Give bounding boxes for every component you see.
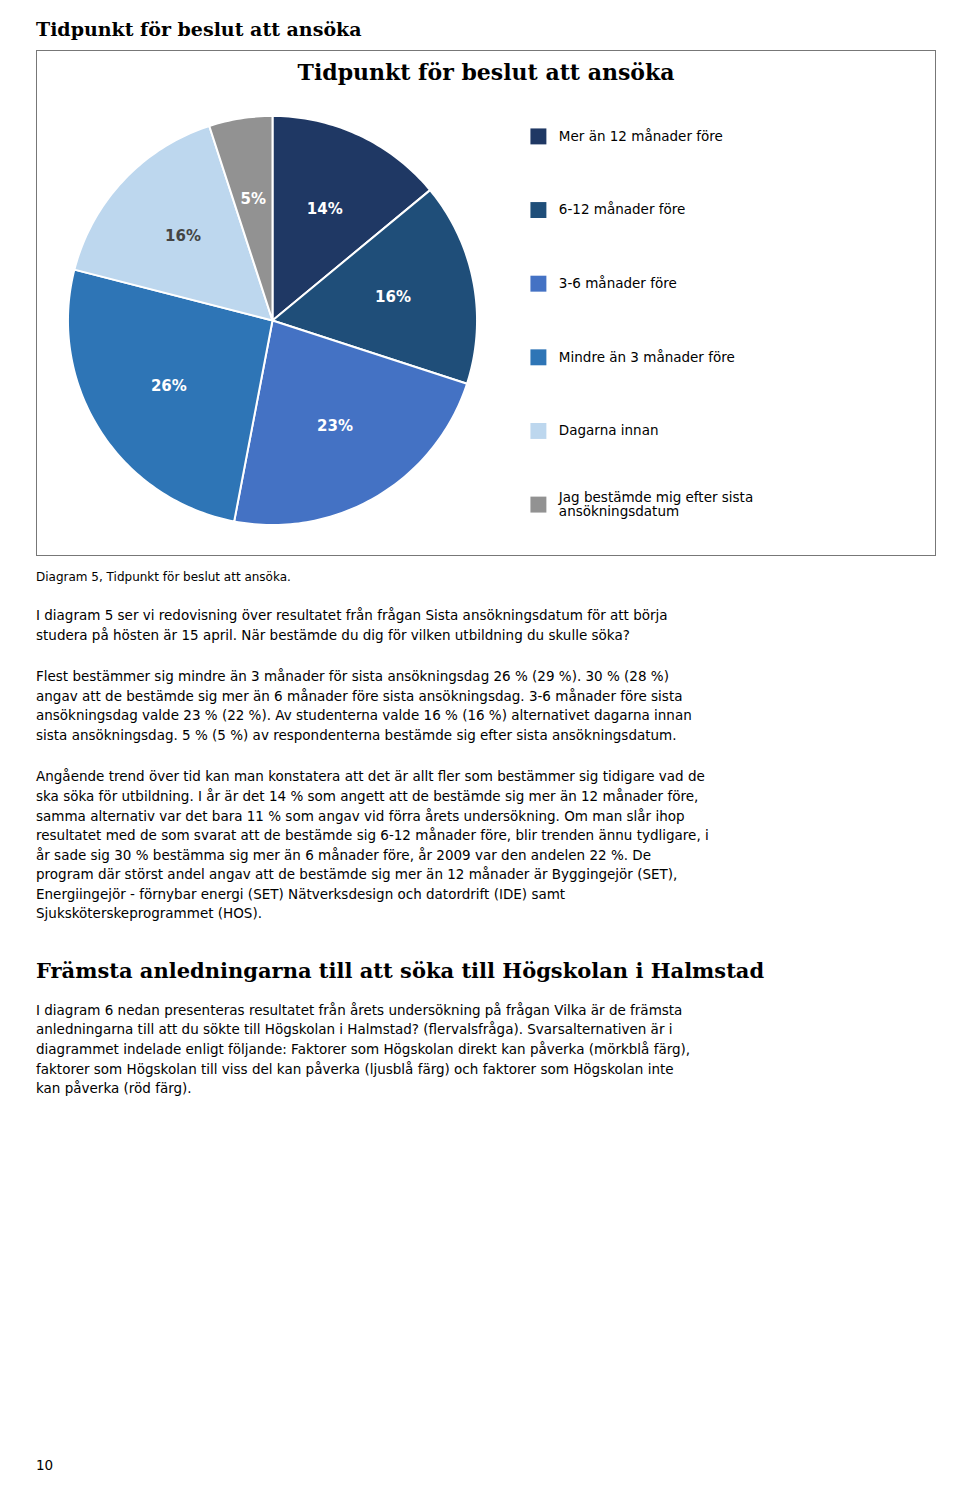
html-text:Tidpunkt för beslut att ansöka: Tidpunkt för beslut att ansöka xyxy=(36,18,362,40)
html-text:Tidpunkt för beslut att ansöka: Tidpunkt för beslut att ansöka xyxy=(297,59,675,85)
svg-text:6-12 månader före: 6-12 månader före xyxy=(559,201,685,217)
svg-text:Dagarna innan: Dagarna innan xyxy=(559,422,659,438)
html-text:I diagram 5 ser vi redovisning: I diagram 5 ser vi redovisning över resu… xyxy=(36,607,668,643)
html-text:Främsta anledningarna till att: Främsta anledningarna till att söka till… xyxy=(36,957,765,983)
svg-text:Jag bestämde mig efter sistaan: Jag bestämde mig efter sistaansökningsda… xyxy=(558,489,753,518)
svg-text:23%: 23% xyxy=(317,417,353,435)
svg-text:5%: 5% xyxy=(241,190,266,208)
html-text:10: 10 xyxy=(36,1457,54,1473)
svg-text:3-6 månader före: 3-6 månader före xyxy=(559,275,677,291)
svg-text:Mer än 12 månader före: Mer än 12 månader före xyxy=(559,128,723,144)
html-text:Angående trend över tid kan ma: Angående trend över tid kan man konstate… xyxy=(36,768,709,922)
svg-text:16%: 16% xyxy=(165,227,201,245)
html-text:Diagram 5, Tidpunkt för beslut: Diagram 5, Tidpunkt för beslut att ansök… xyxy=(36,570,291,584)
svg-text:Mindre än 3 månader före: Mindre än 3 månader före xyxy=(559,349,735,365)
html-text:Flest bestämmer sig mindre än: Flest bestämmer sig mindre än 3 månader … xyxy=(36,668,692,743)
html-text:I diagram 6 nedan presenteras: I diagram 6 nedan presenteras resultatet… xyxy=(36,1001,691,1097)
svg-text:26%: 26% xyxy=(151,377,187,395)
svg-text:14%: 14% xyxy=(307,200,343,218)
svg-text:16%: 16% xyxy=(375,288,411,306)
